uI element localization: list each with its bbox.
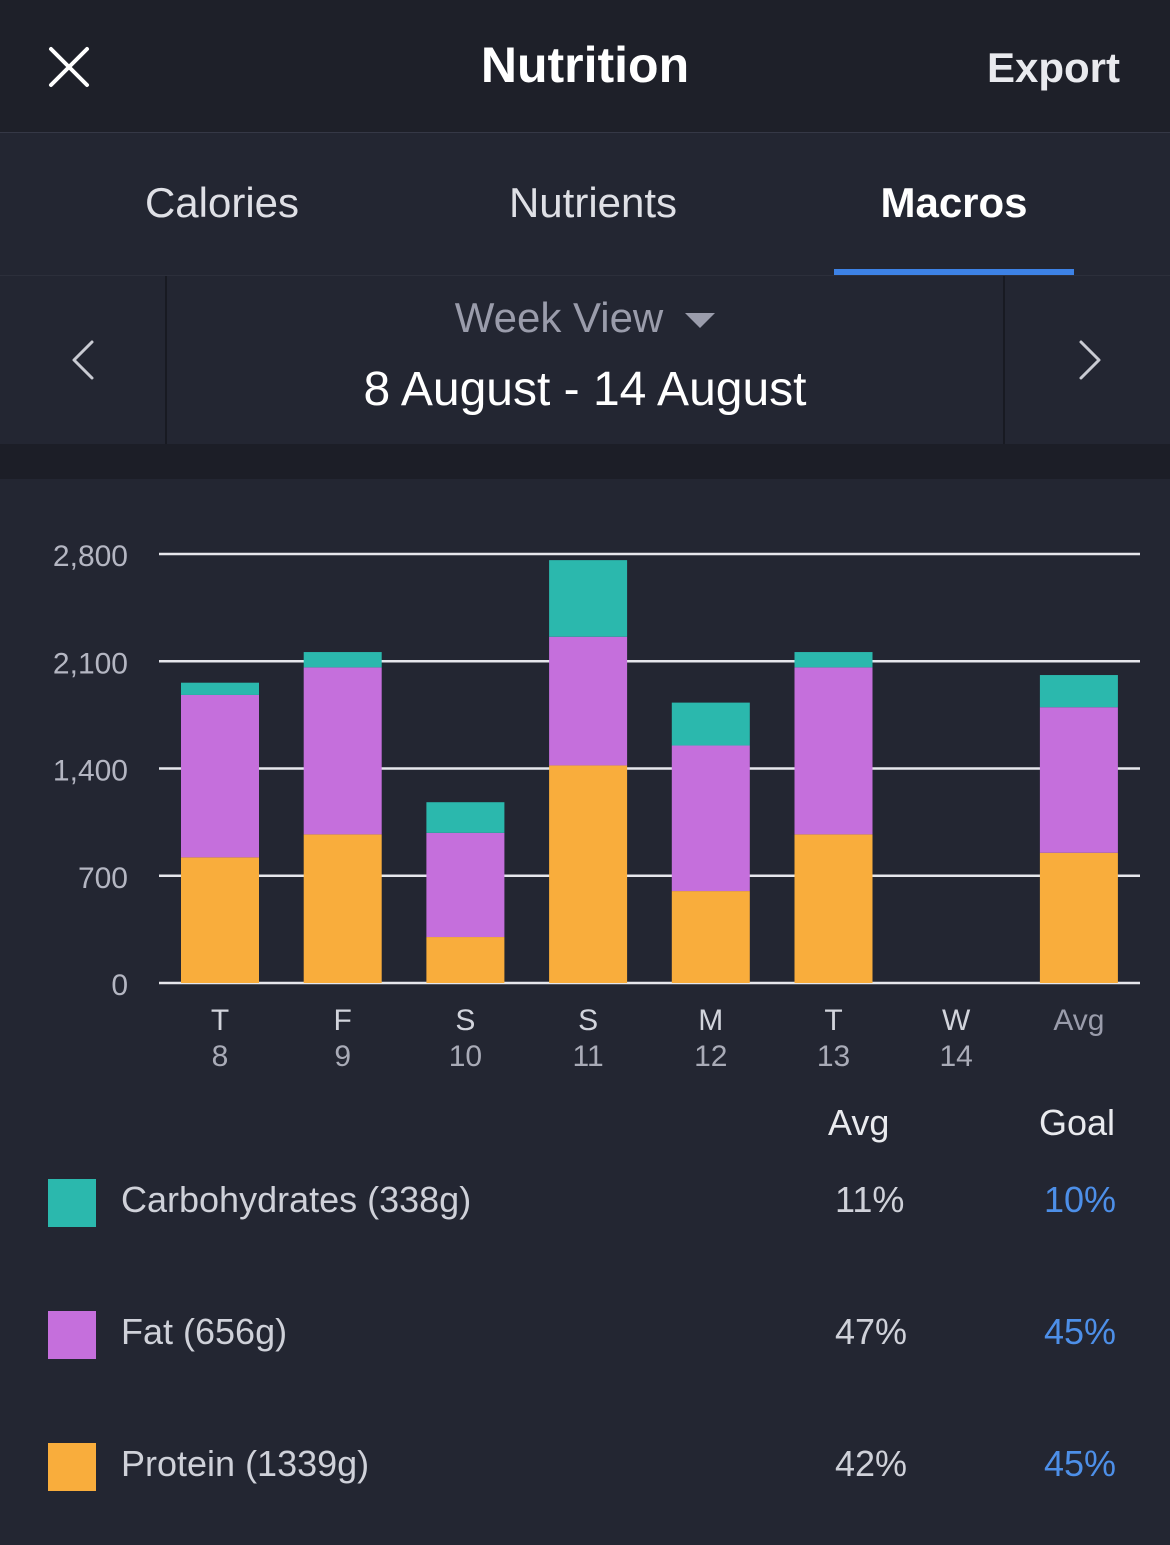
bar-segment-fat — [1039, 707, 1118, 853]
carbohydrates-avg: 11% — [835, 1179, 905, 1220]
protein-avg: 42% — [835, 1443, 908, 1484]
x-tick-date: 12 — [694, 1040, 727, 1073]
x-tick-day: F — [334, 1004, 352, 1037]
x-tick-date: 13 — [817, 1040, 850, 1073]
bar-segment-protein — [426, 937, 505, 983]
avg-column-header: Avg — [828, 1102, 890, 1143]
bar-segment-fat — [181, 694, 259, 858]
y-tick-label: 2,100 — [53, 647, 128, 680]
bar-segment-fat — [303, 667, 382, 835]
x-tick-day: T — [211, 1004, 229, 1037]
bar-segment-protein — [181, 857, 259, 983]
macros-bar-chart: 07001,4002,1002,800T8F9S10S11M12T13W14Av… — [53, 540, 1140, 1073]
y-tick-label: 2,800 — [53, 540, 128, 573]
bar-segment-fat — [426, 832, 505, 938]
top-bar: Nutrition Export — [0, 0, 1170, 133]
x-tick-date: 8 — [212, 1040, 229, 1073]
x-tick-date: 11 — [573, 1040, 604, 1073]
section-divider — [0, 444, 1170, 479]
bar-segment-carbohydrates — [303, 652, 382, 668]
chevron-left-icon — [72, 340, 94, 380]
carbohydrates-goal[interactable]: 10% — [1044, 1179, 1117, 1220]
tab-calories[interactable]: Calories — [144, 179, 300, 226]
chevron-right-icon — [1079, 340, 1101, 380]
x-tick-date: 14 — [940, 1040, 973, 1073]
bar-segment-carbohydrates — [1039, 675, 1118, 708]
fat-label: Fat (656g) — [121, 1311, 288, 1352]
y-tick-label: 700 — [78, 862, 128, 895]
caret-down-icon — [685, 313, 716, 329]
protein-goal[interactable]: 45% — [1044, 1443, 1117, 1484]
carbohydrates-label: Carbohydrates (338g) — [121, 1179, 472, 1220]
carbohydrates-swatch — [48, 1179, 96, 1227]
bar-segment-protein — [794, 834, 873, 983]
legend-row-protein: Protein (1339g) 42% 45% — [0, 1437, 1170, 1497]
x-tick-day: S — [455, 1004, 475, 1037]
bar-segment-carbohydrates — [671, 702, 750, 746]
previous-week-button[interactable] — [0, 276, 167, 444]
goal-column-header: Goal — [1039, 1102, 1116, 1143]
tab-macros[interactable]: Macros — [880, 179, 1028, 226]
close-icon — [49, 47, 89, 87]
next-week-button[interactable] — [1003, 276, 1170, 444]
y-tick-label: 1,400 — [53, 755, 128, 788]
y-tick-label: 0 — [111, 969, 128, 1002]
x-tick-day: W — [942, 1004, 971, 1037]
date-range-bar: Week View 8 August - 14 August — [0, 276, 1170, 444]
bar-segment-fat — [794, 667, 873, 835]
legend-row-carbohydrates: Carbohydrates (338g) 11% 10% — [0, 1173, 1170, 1233]
bar-segment-carbohydrates — [181, 682, 259, 695]
x-tick-date: 9 — [334, 1040, 351, 1073]
bar-segment-fat — [671, 745, 750, 892]
tab-nutrients[interactable]: Nutrients — [508, 179, 678, 226]
bar-segment-carbohydrates — [426, 802, 505, 833]
x-tick-day: Avg — [1053, 1004, 1104, 1037]
active-tab-indicator — [834, 269, 1074, 275]
date-range-label: 8 August - 14 August — [363, 363, 807, 416]
x-tick-day: T — [824, 1004, 842, 1037]
protein-label: Protein (1339g) — [121, 1443, 370, 1484]
legend-row-fat: Fat (656g) 47% 45% — [0, 1305, 1170, 1365]
protein-swatch — [48, 1443, 96, 1491]
bar-segment-protein — [1039, 852, 1118, 983]
fat-avg: 47% — [835, 1311, 908, 1352]
bar-segment-protein — [303, 834, 382, 983]
export-button[interactable]: Export — [986, 44, 1120, 91]
close-button[interactable] — [46, 44, 92, 90]
bar-segment-protein — [549, 765, 628, 983]
fat-goal[interactable]: 45% — [1044, 1311, 1117, 1352]
x-tick-date: 10 — [449, 1040, 482, 1073]
view-selector[interactable]: Week View — [0, 294, 1170, 342]
bar-segment-carbohydrates — [549, 560, 628, 637]
view-selector-label: Week View — [454, 294, 664, 341]
tab-bar: Calories Nutrients Macros — [0, 133, 1170, 276]
fat-swatch — [48, 1311, 96, 1359]
bar-segment-protein — [671, 891, 750, 983]
macros-chart: 0 700 1,400 2,100 2,800 T 8 F 9 S 10 S 11 M 12 T 13 W 14 Av… — [0, 479, 1170, 1089]
x-tick-day: S — [578, 1004, 598, 1037]
bar-segment-carbohydrates — [794, 652, 873, 668]
x-tick-day: M — [698, 1004, 723, 1037]
bar-segment-fat — [549, 636, 628, 766]
